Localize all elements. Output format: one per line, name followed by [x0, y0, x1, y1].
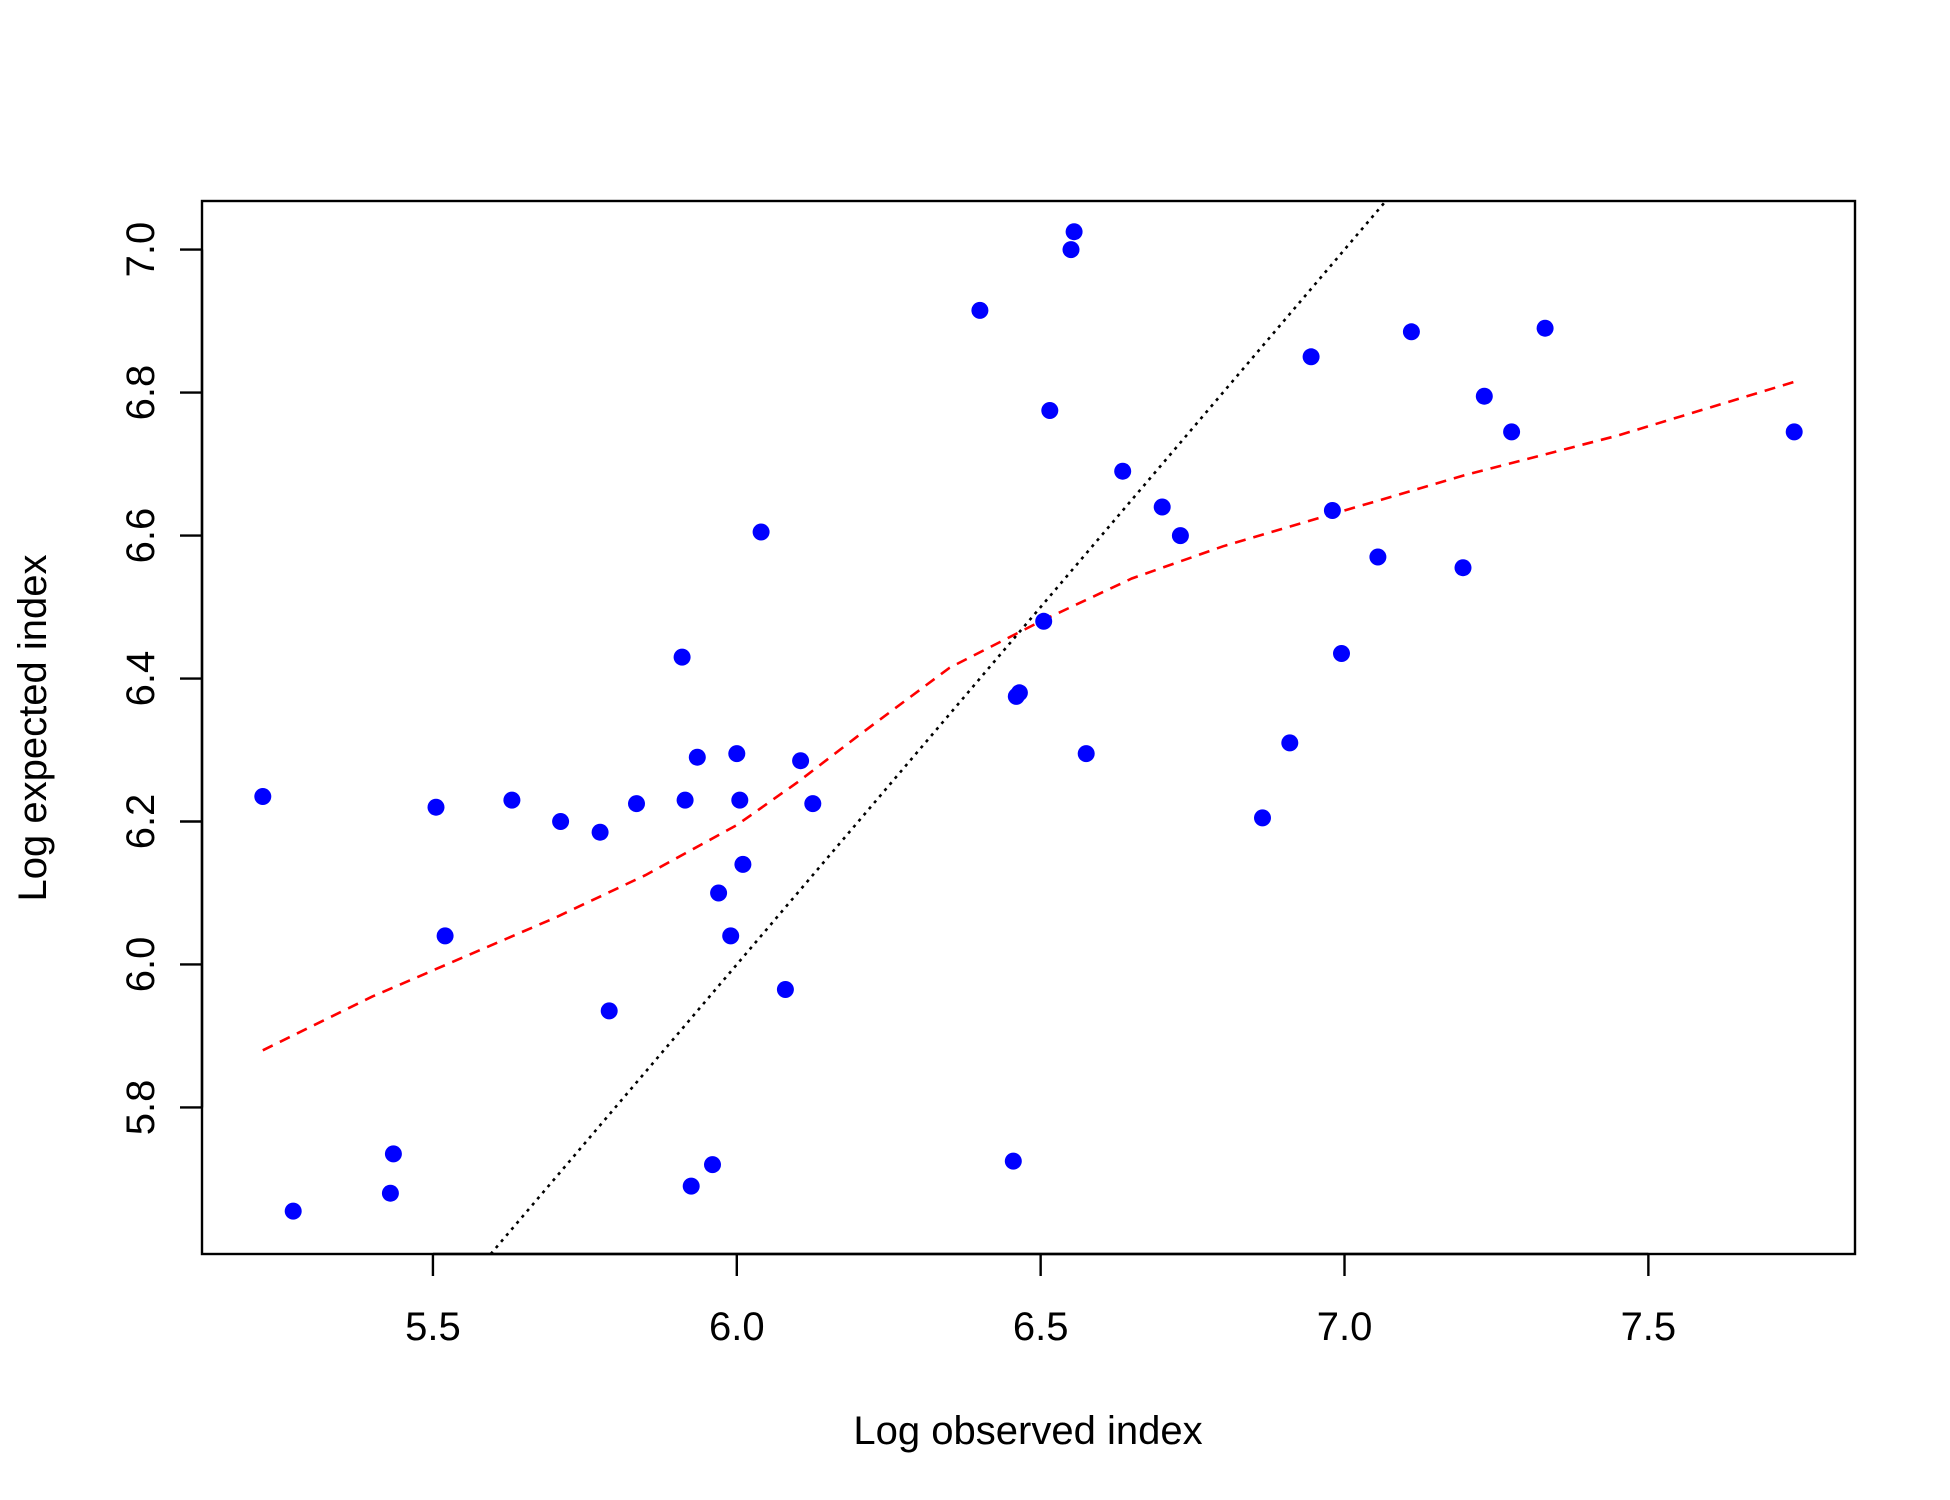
data-point	[284, 1202, 302, 1220]
x-tick-label: 6.5	[1013, 1305, 1069, 1349]
data-point	[1536, 319, 1554, 337]
data-point	[254, 788, 272, 805]
data-point	[752, 523, 770, 541]
smoothed-trend-line	[262, 380, 1795, 1052]
y-tick-label: 7.0	[119, 222, 163, 278]
data-point	[591, 823, 609, 841]
x-axis-label: Log observed index	[853, 1409, 1202, 1453]
data-point	[1302, 348, 1320, 366]
data-point	[1454, 559, 1472, 577]
identity-line	[489, 201, 1387, 1254]
y-axis-ticks: 5.8 6.0 6.2 6.4 6.6 6.8 7.0	[119, 222, 204, 1136]
x-tick-label: 5.5	[405, 1305, 461, 1349]
x-tick-label: 7.0	[1317, 1305, 1373, 1349]
y-tick-label: 6.4	[119, 651, 163, 707]
data-layer	[254, 201, 1803, 1254]
y-tick-label: 5.8	[119, 1080, 163, 1136]
data-point	[1333, 645, 1350, 662]
data-point	[552, 813, 570, 830]
data-point	[722, 927, 740, 945]
y-tick-label: 6.2	[119, 794, 163, 850]
data-point	[1475, 387, 1493, 405]
series-group	[254, 201, 1803, 1254]
data-point	[427, 798, 445, 816]
data-point	[503, 791, 521, 809]
data-point	[1281, 734, 1299, 752]
data-point	[682, 1177, 700, 1195]
data-point	[1041, 402, 1059, 419]
x-tick-label: 7.5	[1621, 1305, 1677, 1349]
y-axis-label: Log expected index	[11, 555, 55, 902]
data-point	[1035, 612, 1053, 630]
x-tick-label: 6.0	[709, 1305, 765, 1349]
data-point	[1062, 241, 1080, 259]
data-point	[1114, 462, 1132, 480]
data-point	[804, 795, 822, 813]
data-point	[734, 855, 752, 873]
data-point	[1402, 323, 1420, 341]
data-point	[1065, 223, 1083, 241]
data-point	[710, 884, 728, 902]
data-point	[1369, 548, 1387, 566]
data-point	[1004, 1152, 1022, 1170]
y-tick-label: 6.0	[119, 937, 163, 993]
data-point	[673, 648, 691, 666]
y-tick-label: 6.8	[119, 365, 163, 421]
data-point	[776, 981, 794, 998]
data-point	[384, 1145, 402, 1163]
data-point	[688, 748, 706, 766]
data-point	[1323, 502, 1341, 519]
data-point	[1077, 745, 1095, 763]
data-point	[731, 791, 749, 809]
axes	[200, 199, 1857, 1256]
data-point	[1171, 527, 1189, 545]
data-point	[1153, 498, 1171, 516]
y-tick-label: 6.6	[119, 508, 163, 564]
data-point	[436, 927, 454, 945]
data-point	[792, 752, 810, 770]
data-point	[381, 1184, 399, 1202]
data-point	[704, 1156, 721, 1174]
data-point	[628, 795, 645, 813]
data-point	[1785, 423, 1803, 441]
data-point	[728, 745, 746, 763]
data-point	[971, 301, 989, 319]
data-point	[1254, 809, 1271, 827]
plot-frame	[200, 199, 1857, 1256]
data-point	[676, 791, 694, 809]
data-point	[1010, 684, 1028, 702]
data-point	[1503, 423, 1521, 441]
x-axis-ticks: 5.5 6.0 6.5 7.0 7.5	[405, 1252, 1677, 1349]
data-point	[600, 1002, 618, 1020]
